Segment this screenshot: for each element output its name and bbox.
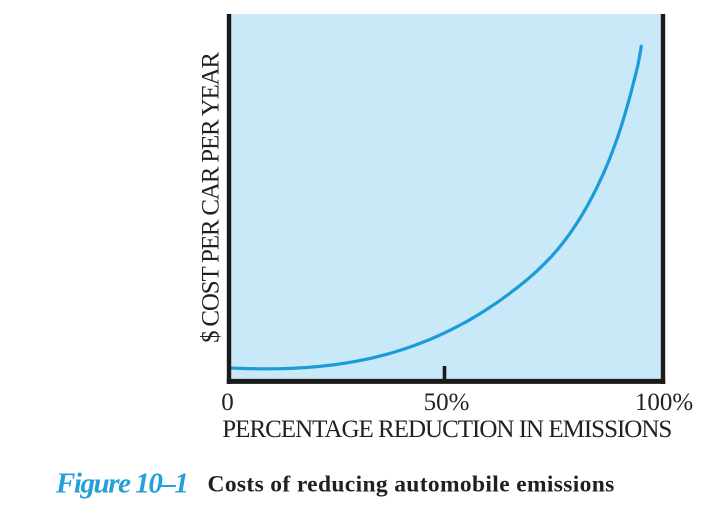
svg-text:Costs of reducing automobile e: Costs of reducing automobile emissions	[208, 472, 615, 498]
svg-text:Figure 10–1: Figure 10–1	[55, 468, 188, 500]
svg-text:100%: 100%	[635, 389, 693, 416]
svg-text:50%: 50%	[424, 389, 470, 416]
svg-text:0: 0	[221, 389, 234, 416]
svg-text:PERCENTAGE REDUCTION IN EMISSI: PERCENTAGE REDUCTION IN EMISSIONS	[222, 416, 671, 443]
svg-text:$ COST PER CAR PER YEAR: $ COST PER CAR PER YEAR	[198, 52, 225, 343]
